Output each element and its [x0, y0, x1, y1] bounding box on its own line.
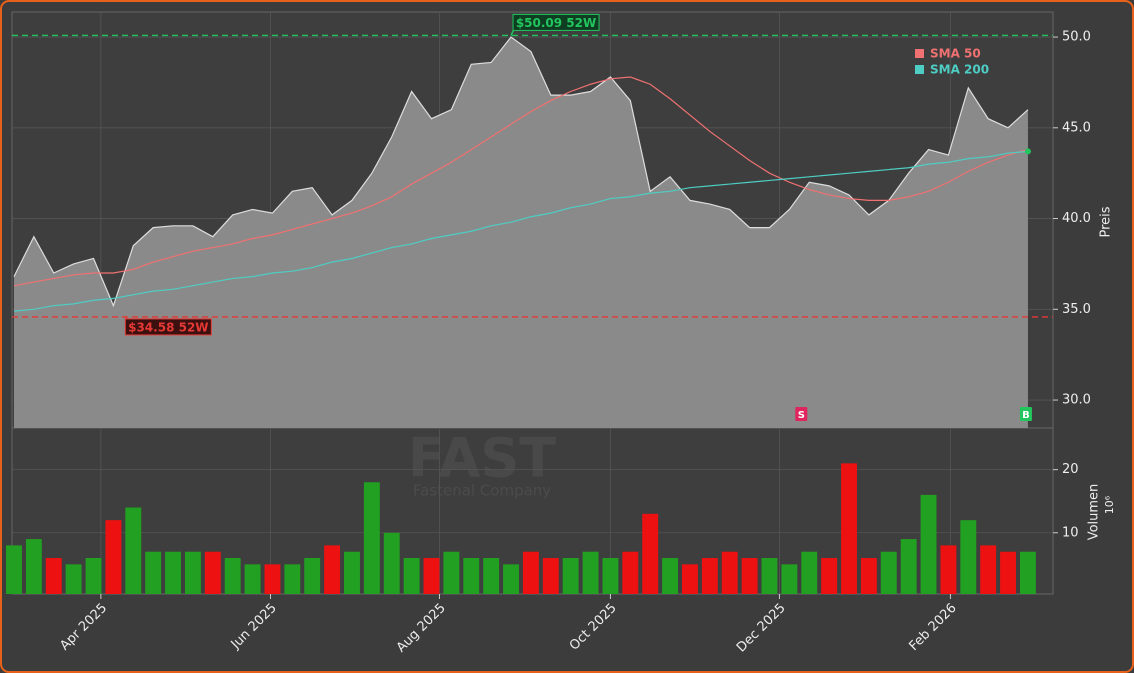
volume-bar — [761, 558, 778, 594]
volume-bar — [85, 558, 102, 594]
volume-bar — [920, 494, 937, 594]
volume-bar — [463, 558, 480, 594]
y-tick-label: 45.0 — [1062, 120, 1091, 135]
volume-bar — [642, 513, 659, 594]
volume-bar — [443, 551, 460, 594]
price-area — [13, 37, 1028, 428]
volume-bar — [522, 551, 539, 594]
volume-bar — [841, 463, 857, 594]
legend-swatch — [915, 49, 924, 58]
volume-bar — [165, 551, 181, 594]
volume-bar — [622, 551, 639, 594]
volume-bar — [264, 564, 281, 594]
volume-bar — [741, 558, 758, 594]
volume-bar — [821, 558, 838, 594]
volume-bar — [503, 564, 519, 594]
volume-bar — [324, 545, 341, 594]
signal-label: S — [798, 410, 805, 421]
volume-bar — [304, 558, 321, 594]
volume-bar — [602, 558, 619, 594]
y-axis-unit: 10⁶ — [1103, 495, 1116, 514]
volume-bar — [125, 507, 142, 594]
volume-bar — [682, 564, 698, 594]
volume-bar — [224, 558, 241, 594]
volume-bar — [423, 558, 440, 594]
volume-bar — [880, 551, 897, 594]
volume-bar — [105, 520, 122, 594]
price-line — [13, 36, 1029, 308]
volume-bar — [65, 564, 82, 594]
y-tick-label: 35.0 — [1062, 302, 1091, 317]
y-tick-label: 10 — [1062, 525, 1079, 540]
sma-line — [13, 150, 1029, 312]
annotation: $34.58 52W — [128, 320, 208, 334]
volume-bar — [781, 564, 798, 594]
y-tick-label: 40.0 — [1062, 211, 1091, 226]
volume-bar — [403, 558, 420, 594]
volume-bar — [980, 545, 997, 594]
legend-label: SMA 50 — [930, 47, 981, 61]
y-axis-label: Preis — [1099, 206, 1114, 237]
volume-bar — [6, 545, 22, 594]
volume-bar — [184, 551, 201, 594]
signal-box — [795, 407, 808, 421]
volume-bar — [801, 551, 818, 594]
volume-bar — [344, 551, 360, 594]
signal-label: B — [1022, 410, 1030, 421]
volume-bar — [940, 545, 957, 594]
y-tick-label: 30.0 — [1062, 393, 1091, 408]
annotation-box — [124, 318, 212, 336]
volume-bar — [1000, 551, 1017, 594]
annotation: $50.09 52W — [516, 16, 596, 30]
watermark-company: Fastenal Company — [413, 482, 551, 500]
volume-bar — [960, 520, 977, 594]
volume-bar — [145, 551, 162, 594]
sma-end-dot — [1024, 148, 1031, 155]
signal-box — [1019, 407, 1032, 421]
volume-bar — [244, 564, 261, 594]
sma-line — [13, 76, 1029, 287]
annotation-box — [512, 13, 600, 31]
volume-bar — [1019, 551, 1036, 594]
volume-bar — [701, 558, 718, 594]
volume-bar — [860, 558, 877, 594]
y-tick-label: 50.0 — [1062, 30, 1091, 45]
volume-bar — [45, 558, 62, 594]
legend-swatch — [915, 65, 924, 74]
volume-bar — [483, 558, 500, 594]
volume-bar — [204, 551, 221, 594]
volume-bar — [383, 532, 400, 594]
volume-bar — [562, 558, 579, 594]
volume-bar — [542, 558, 559, 594]
y-axis-label: Volumen — [1087, 484, 1102, 541]
volume-bar — [582, 551, 599, 594]
volume-bar — [900, 539, 917, 594]
volume-bar — [25, 539, 42, 594]
volume-bar — [363, 482, 380, 594]
watermark-ticker: FAST — [408, 427, 556, 490]
volume-bar — [721, 551, 738, 594]
y-tick-label: 20 — [1062, 462, 1079, 477]
legend-label: SMA 200 — [930, 63, 989, 77]
volume-bar — [284, 564, 301, 594]
volume-bar — [662, 558, 679, 594]
